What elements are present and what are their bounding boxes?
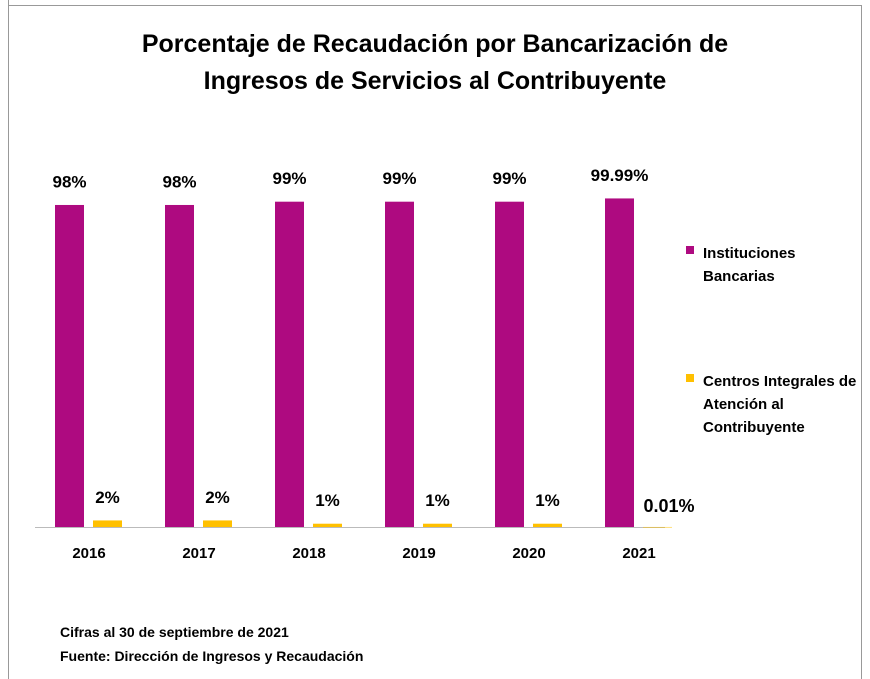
bar (313, 523, 342, 527)
data-label: 0.01% (643, 496, 694, 516)
data-label: 2% (205, 488, 230, 507)
bar (203, 520, 232, 527)
data-label: 99% (382, 169, 416, 188)
x-tick-label: 2020 (512, 545, 545, 562)
data-label: 1% (315, 491, 340, 510)
bar (275, 201, 304, 527)
legend-label: Instituciones Bancarias (703, 245, 796, 285)
data-label: 99% (272, 169, 306, 188)
data-label: 99.99% (591, 166, 649, 185)
bar (533, 523, 562, 527)
bar (165, 204, 194, 528)
bar (93, 520, 122, 527)
bar (385, 201, 414, 527)
x-tick-label: 2016 (72, 545, 105, 562)
chart-title: Porcentaje de Recaudación por Bancarizac… (141, 30, 729, 95)
data-label: 98% (52, 172, 86, 191)
data-label: 99% (492, 169, 526, 188)
bar (55, 204, 84, 528)
data-label: 1% (535, 491, 560, 510)
note: Cifras al 30 de septiembre de 2021 (60, 624, 289, 640)
x-tick-label: 2018 (292, 545, 325, 562)
x-tick-label: 2021 (622, 545, 655, 562)
legend-swatch (686, 246, 694, 254)
x-tick-label: 2019 (402, 545, 435, 562)
bar (495, 201, 524, 527)
data-label: 1% (425, 491, 450, 510)
x-tick-label: 2017 (182, 545, 215, 562)
data-label: 2% (95, 488, 120, 507)
bar (643, 526, 672, 528)
bar (423, 523, 452, 527)
legend-swatch (686, 374, 694, 382)
bar (605, 198, 634, 527)
legend-label: Centros Integrales de Atención al Contri… (703, 373, 857, 436)
data-label: 98% (162, 172, 196, 191)
note: Fuente: Dirección de Ingresos y Recaudac… (60, 648, 364, 664)
